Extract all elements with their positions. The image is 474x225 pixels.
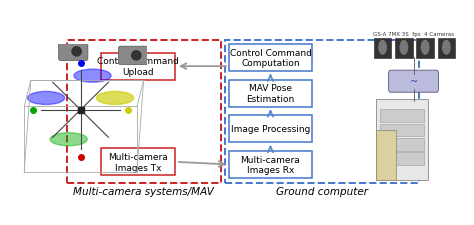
Circle shape — [379, 41, 386, 55]
FancyBboxPatch shape — [380, 110, 424, 122]
Ellipse shape — [74, 70, 111, 83]
FancyBboxPatch shape — [389, 71, 438, 93]
FancyBboxPatch shape — [416, 39, 434, 59]
Bar — [229, 151, 312, 178]
Text: ~: ~ — [410, 77, 418, 87]
Bar — [229, 116, 312, 143]
Text: MAV Pose
Estimation: MAV Pose Estimation — [246, 84, 295, 103]
Text: GS-A 7MX 3S  fps  4 Cameras: GS-A 7MX 3S fps 4 Cameras — [373, 32, 454, 37]
FancyBboxPatch shape — [376, 130, 396, 180]
FancyBboxPatch shape — [374, 39, 392, 59]
Bar — [229, 45, 312, 72]
Bar — [101, 53, 175, 80]
Bar — [66, 41, 221, 183]
Text: Control Command
Upload: Control Command Upload — [97, 57, 179, 76]
FancyBboxPatch shape — [380, 124, 424, 137]
Ellipse shape — [50, 133, 87, 146]
FancyBboxPatch shape — [380, 153, 424, 165]
Text: Multi-camera systems/MAV: Multi-camera systems/MAV — [73, 187, 214, 197]
Text: Ground computer: Ground computer — [276, 187, 368, 197]
FancyBboxPatch shape — [438, 39, 455, 59]
FancyBboxPatch shape — [376, 99, 428, 180]
Bar — [101, 149, 175, 176]
Ellipse shape — [27, 92, 64, 105]
FancyBboxPatch shape — [380, 138, 424, 151]
Circle shape — [72, 48, 81, 57]
Circle shape — [400, 41, 408, 55]
FancyBboxPatch shape — [395, 39, 413, 59]
Bar — [225, 41, 419, 183]
FancyBboxPatch shape — [59, 43, 88, 61]
Text: Image Processing: Image Processing — [231, 125, 310, 134]
Bar — [229, 80, 312, 107]
Text: Multi-camera
Images Tx: Multi-camera Images Tx — [109, 153, 168, 172]
Text: Control Command
Computation: Control Command Computation — [229, 49, 311, 68]
Circle shape — [132, 52, 141, 61]
Circle shape — [421, 41, 429, 55]
Circle shape — [443, 41, 450, 55]
FancyBboxPatch shape — [118, 47, 147, 65]
Ellipse shape — [97, 92, 134, 105]
Text: Multi-camera
Images Rx: Multi-camera Images Rx — [241, 155, 301, 174]
